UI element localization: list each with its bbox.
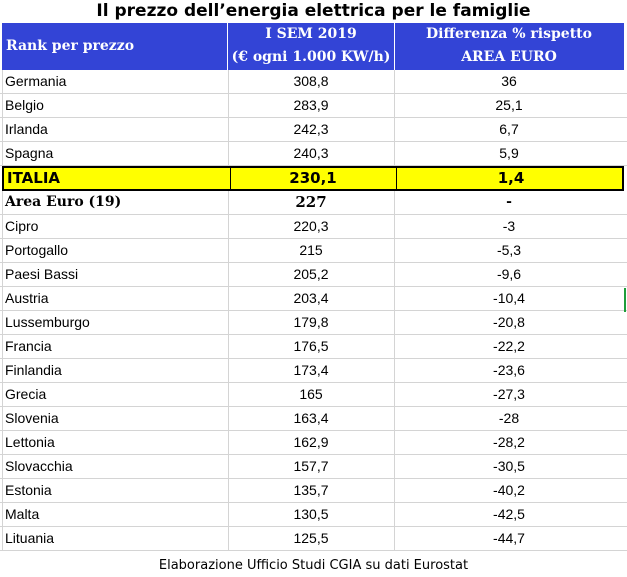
diff-cell: -40,2 [493,482,525,498]
table-row: Lituania 125,5 -44,7 [0,527,627,551]
table-row: Slovacchia 157,7 -30,5 [0,455,627,479]
price-cell: 283,9 [293,97,329,113]
table-body: Germania 308,8 36 Belgio 283,9 25,1 Irlanda 2… [0,70,627,551]
country-cell: Slovenia [5,410,59,426]
table-row: Austria 203,4 -10,4 [0,287,627,311]
cell-selection-marker [624,288,626,312]
country-cell: Irlanda [5,121,48,137]
table-row: Belgio 283,9 25,1 [0,94,627,118]
diff-cell: -42,5 [493,506,525,522]
price-cell: 240,3 [293,145,329,161]
price-cell: 125,5 [293,530,329,546]
diff-cell: -3 [502,218,516,234]
header-diff-label: Differenza % rispetto [426,26,592,42]
header-price-unit: (€ ogni 1.000 KW/h) [231,49,391,65]
table-row: Portogallo 215 -5,3 [0,239,627,263]
price-cell: 205,2 [293,266,329,282]
country-cell: Cipro [5,218,39,234]
price-cell: 130,5 [293,506,329,522]
table-row: Spagna 240,3 5,9 [0,142,627,166]
country-cell: Portogallo [5,242,69,258]
diff-cell: -20,8 [493,314,525,330]
diff-cell: 1,4 [497,169,525,187]
table-row: Malta 130,5 -42,5 [0,503,627,527]
diff-cell: 36 [501,73,517,89]
table-title: Il prezzo dell’energia elettrica per le … [96,1,531,21]
price-cell: 179,8 [293,314,329,330]
country-cell: Area Euro (19) [5,194,122,210]
price-cell: 135,7 [293,482,329,498]
diff-cell: 25,1 [495,97,523,113]
price-cell: 203,4 [293,290,329,306]
table-row: Estonia 135,7 -40,2 [0,479,627,503]
diff-cell: -30,5 [493,458,525,474]
table-row: Slovenia 163,4 -28 [0,407,627,431]
price-cell: 165 [299,386,323,402]
country-cell: Finlandia [5,362,62,378]
table-row: Lussemburgo 179,8 -20,8 [0,311,627,335]
price-cell: 163,4 [293,410,329,426]
header-rank-label: Rank per prezzo [6,38,135,54]
diff-cell: -10,4 [493,290,525,306]
country-cell: Grecia [5,386,47,402]
table-header: Rank per prezzo I SEM 2019 (€ ogni 1.000… [2,23,624,70]
header-diff-reference: AREA EURO [461,49,557,65]
price-cell: 242,3 [293,121,329,137]
italia-highlight-row: ITALIA 230,1 1,4 [2,166,624,191]
diff-cell: -28 [498,410,520,426]
diff-cell: -44,7 [493,530,525,546]
country-cell: Malta [5,506,40,522]
country-cell: Austria [5,290,49,306]
diff-cell: -9,6 [496,266,522,282]
diff-cell: -28,2 [493,434,525,450]
header-divider [394,23,395,70]
price-cell: 230,1 [289,169,337,187]
country-cell: Paesi Bassi [5,266,79,282]
country-cell: Lussemburgo [5,314,90,330]
source-note: Elaborazione Ufficio Studi CGIA su dati … [158,558,469,573]
price-cell: 308,8 [293,73,329,89]
price-cell: 162,9 [293,434,329,450]
table-row: Germania 308,8 36 [0,70,627,94]
country-cell: Lituania [5,530,55,546]
country-cell: Belgio [5,97,44,113]
price-cell: 215 [299,242,323,258]
header-price-label: I SEM 2019 [265,26,357,42]
header-divider [227,23,228,70]
country-cell: Estonia [5,482,52,498]
table-row: Francia 176,5 -22,2 [0,335,627,359]
country-cell: Francia [5,338,52,354]
price-cell: 157,7 [293,458,329,474]
table-row: Irlanda 242,3 6,7 [0,118,627,142]
table-row: Finlandia 173,4 -23,6 [0,359,627,383]
price-cell: 176,5 [293,338,329,354]
diff-cell: -22,2 [493,338,525,354]
diff-cell: 5,9 [499,145,519,161]
country-cell: ITALIA [7,169,61,187]
table-row: Cipro 220,3 -3 [0,215,627,239]
country-cell: Lettonia [5,434,55,450]
table-row: Paesi Bassi 205,2 -9,6 [0,263,627,287]
table-row: Grecia 165 -27,3 [0,383,627,407]
country-cell: Slovacchia [5,458,73,474]
price-cell: 220,3 [293,218,329,234]
country-cell: Spagna [5,145,54,161]
price-cell: 227 [295,193,327,211]
table-row: Lettonia 162,9 -28,2 [0,431,627,455]
country-cell: Germania [5,73,67,89]
diff-cell: -5,3 [496,242,522,258]
area-euro-row: Area Euro (19) 227 - [0,191,627,215]
diff-cell: 6,7 [499,121,519,137]
diff-cell: - [506,194,512,210]
diff-cell: -23,6 [493,362,525,378]
price-cell: 173,4 [293,362,329,378]
diff-cell: -27,3 [493,386,525,402]
